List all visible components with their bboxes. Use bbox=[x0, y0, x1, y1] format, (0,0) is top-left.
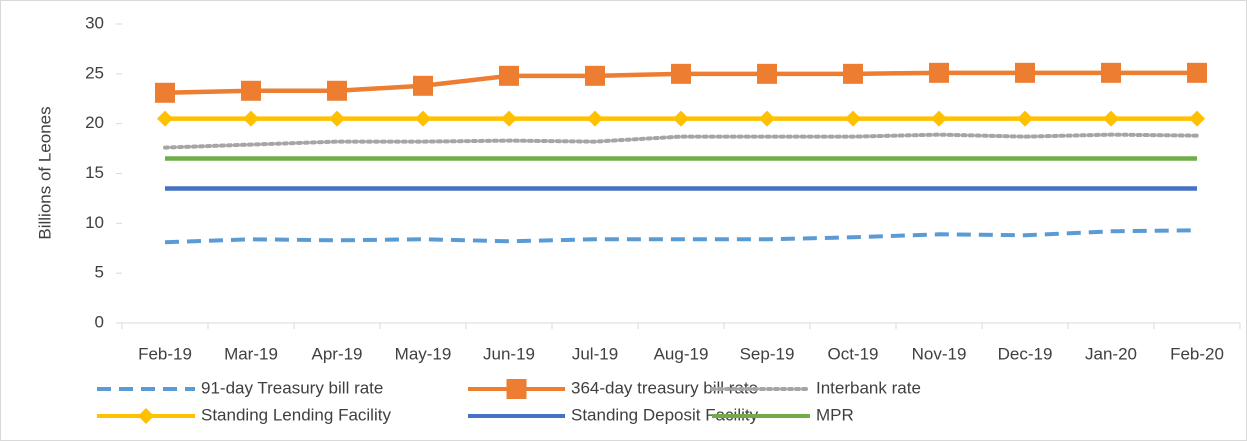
data-point bbox=[241, 80, 261, 101]
x-tick-label: May-19 bbox=[395, 344, 452, 363]
x-tick-label: Apr-19 bbox=[311, 344, 362, 363]
legend-label: 364-day treasury bill rate bbox=[571, 378, 758, 397]
y-tick-label: 25 bbox=[85, 63, 104, 82]
y-axis-label: Billions of Leones bbox=[35, 106, 54, 239]
data-point bbox=[1101, 62, 1121, 83]
data-point bbox=[673, 110, 689, 127]
x-tick-label: Jul-19 bbox=[572, 344, 618, 363]
data-point bbox=[1017, 110, 1033, 127]
y-tick-label: 30 bbox=[85, 13, 104, 32]
legend-label: 91-day Treasury bill rate bbox=[201, 378, 383, 397]
legend-label: Standing Lending Facility bbox=[201, 405, 391, 424]
legend-marker bbox=[138, 408, 154, 424]
x-tick-label: Sep-19 bbox=[740, 344, 795, 363]
data-point bbox=[157, 110, 173, 127]
data-point bbox=[501, 110, 517, 127]
data-point bbox=[499, 65, 519, 86]
y-tick-label: 10 bbox=[85, 213, 104, 232]
x-tick-label: Mar-19 bbox=[224, 344, 278, 363]
data-point bbox=[1015, 62, 1035, 83]
x-tick-label: Oct-19 bbox=[827, 344, 878, 363]
data-point bbox=[671, 63, 691, 84]
data-point bbox=[757, 63, 777, 84]
data-point bbox=[759, 110, 775, 127]
legend-label: Standing Deposit Facility bbox=[571, 405, 759, 424]
data-point bbox=[155, 82, 175, 103]
data-point bbox=[1103, 110, 1119, 127]
x-tick-label: Dec-19 bbox=[998, 344, 1053, 363]
data-point bbox=[327, 80, 347, 101]
y-tick-label: 0 bbox=[95, 312, 104, 331]
x-tick-label: Feb-19 bbox=[138, 344, 192, 363]
data-point bbox=[329, 110, 345, 127]
data-point bbox=[415, 110, 431, 127]
legend-label: Interbank rate bbox=[816, 378, 921, 397]
x-tick-label: Nov-19 bbox=[912, 344, 967, 363]
data-point bbox=[243, 110, 259, 127]
x-tick-label: Aug-19 bbox=[654, 344, 709, 363]
series-line bbox=[163, 132, 1199, 150]
legend-marker bbox=[506, 379, 527, 399]
series-line bbox=[164, 228, 1198, 245]
x-tick-label: Feb-20 bbox=[1170, 344, 1224, 363]
x-tick-label: Jun-19 bbox=[483, 344, 535, 363]
data-point bbox=[845, 110, 861, 127]
y-tick-label: 5 bbox=[95, 263, 104, 282]
x-tick-label: Jan-20 bbox=[1085, 344, 1137, 363]
data-point bbox=[1189, 110, 1205, 127]
data-point bbox=[931, 110, 947, 127]
data-point bbox=[929, 62, 949, 83]
y-tick-label: 15 bbox=[85, 163, 104, 182]
data-point bbox=[843, 63, 863, 84]
data-point bbox=[587, 110, 603, 127]
y-tick-label: 20 bbox=[85, 113, 104, 132]
data-point bbox=[413, 75, 433, 96]
data-point bbox=[585, 65, 605, 86]
legend-label: MPR bbox=[816, 405, 854, 424]
data-point bbox=[1187, 62, 1207, 83]
